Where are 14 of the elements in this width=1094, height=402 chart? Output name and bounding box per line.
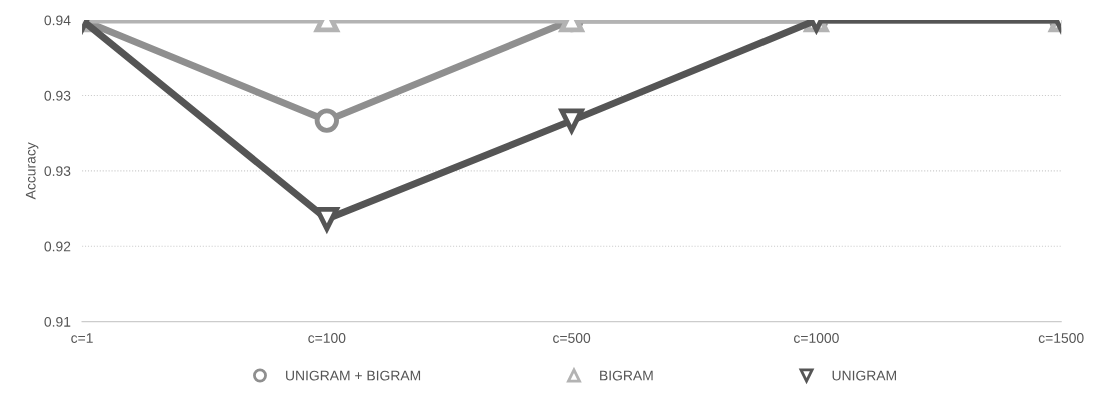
legend-label: UNIGRAM xyxy=(832,370,896,381)
y-tick-label: 0.93 xyxy=(44,166,71,177)
legend-label: BIGRAM xyxy=(600,370,653,381)
y-tick-label: 0.91 xyxy=(44,316,71,327)
y-axis-title: Accuracy xyxy=(25,142,39,200)
x-tick-label: c=1000 xyxy=(794,333,839,343)
legend-label: UNIGRAM + BIGRAM xyxy=(286,370,421,381)
y-tick-label: 0.92 xyxy=(44,241,71,252)
y-tick-label: 0.93 xyxy=(44,90,71,101)
x-tick-label: c=1 xyxy=(71,333,93,343)
x-tick-label: c=500 xyxy=(553,333,591,343)
y-tick-label: 0.94 xyxy=(44,15,71,26)
x-tick-label: c=100 xyxy=(308,333,346,343)
x-tick-label: c=1500 xyxy=(1038,333,1084,343)
